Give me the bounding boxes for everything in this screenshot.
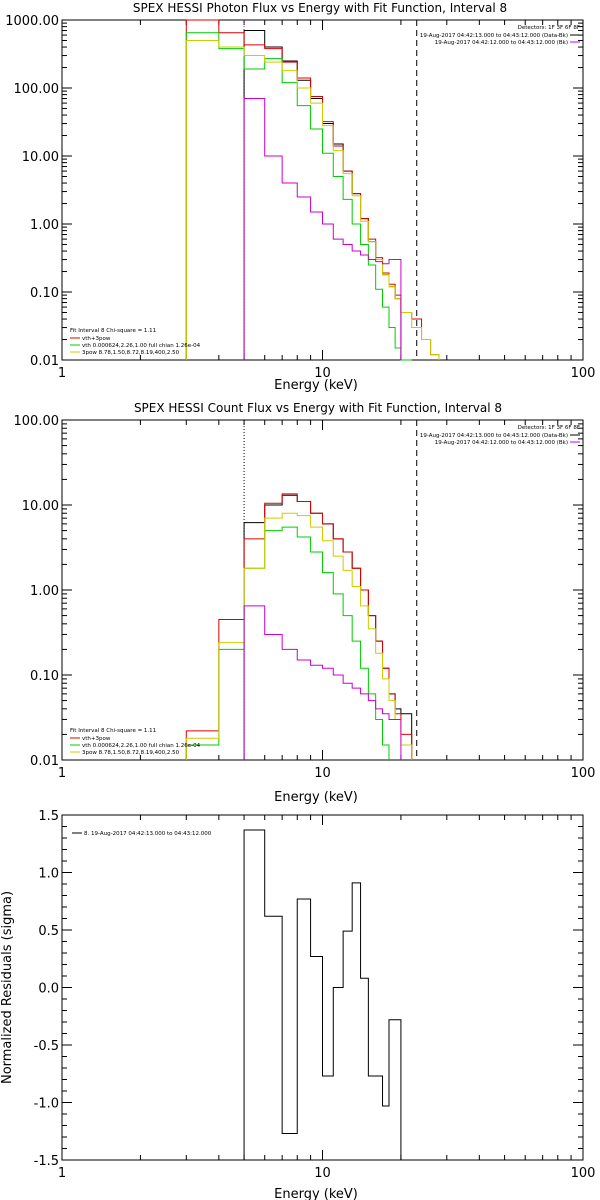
y-tick-label: 0.01 xyxy=(30,754,59,769)
series-step-line xyxy=(243,30,402,360)
y-tick-label: 1.00 xyxy=(30,584,59,599)
residuals-panel: Energy (keV) Normalized Residuals (sigma)… xyxy=(0,809,595,1200)
x-tick-label: 10 xyxy=(314,366,331,381)
legend-header: Fit Interval 8 Chi-square = 1.11 xyxy=(70,328,156,334)
y-tick-label: 100.00 xyxy=(14,82,60,97)
y-tick-label: 100.00 xyxy=(14,414,60,429)
x-axis-label: Energy (keV) xyxy=(274,1187,358,1200)
x-tick-label: 100 xyxy=(571,766,596,781)
chart-title: SPEX HESSI Photon Flux vs Energy with Fi… xyxy=(133,1,507,15)
series-step-line xyxy=(243,829,402,1160)
series-step-line xyxy=(243,494,413,760)
legend-entry: 19-Aug-2017 04:42:13.000 to 04:43:12.000… xyxy=(420,33,568,39)
y-tick-label: 1.5 xyxy=(38,809,59,824)
y-tick-label: 0.10 xyxy=(30,669,59,684)
legend-entry: 19-Aug-2017 04:42:13.000 to 04:43:12.000… xyxy=(420,433,568,439)
plot-frame xyxy=(61,19,584,361)
legend-entry: vth+3pow xyxy=(82,336,111,342)
series-step-line xyxy=(185,526,390,760)
legend-entry: vth 0.000624,2.26,1.00 full chian 1.26e-… xyxy=(82,743,201,749)
y-tick-label: 1.0 xyxy=(38,867,59,882)
y-tick-label: 0.5 xyxy=(38,924,59,939)
x-tick-label: 10 xyxy=(314,766,331,781)
series-step-line xyxy=(243,605,402,760)
series-step-line xyxy=(185,32,412,361)
x-axis-label: Energy (keV) xyxy=(274,378,358,393)
legend-header: Fit Interval 8 Chi-square = 1.11 xyxy=(70,728,156,734)
legend-header: Detectors: 1F 3F 6F 8F xyxy=(518,25,580,31)
y-tick-label: 0.10 xyxy=(30,286,59,301)
y-axis-label: Normalized Residuals (sigma) xyxy=(0,891,15,1084)
y-tick-label: 10.00 xyxy=(22,499,59,514)
chart-title: SPEX HESSI Count Flux vs Energy with Fit… xyxy=(134,401,502,415)
x-axis-label: Energy (keV) xyxy=(274,790,358,805)
x-tick-label: 100 xyxy=(571,1166,596,1181)
y-tick-label: 1000.00 xyxy=(5,14,59,29)
series-step-line xyxy=(243,98,402,360)
y-tick-label: 0.01 xyxy=(30,354,59,369)
y-tick-label: -0.5 xyxy=(34,1039,59,1054)
legend-entry: vth 0.000624,2.26,1.00 full chian 1.26e-… xyxy=(82,343,201,349)
photon-flux-panel: SPEX HESSI Photon Flux vs Energy with Fi… xyxy=(5,1,595,393)
x-tick-label: 100 xyxy=(571,366,596,381)
series-step-line xyxy=(185,512,413,760)
plot-frame xyxy=(61,419,584,761)
y-tick-label: 0.0 xyxy=(38,982,59,997)
series-step-line xyxy=(185,39,440,360)
y-tick-label: -1.0 xyxy=(34,1097,59,1112)
legend-entry: 3pow 8.78,1.50,8.72,8.19,400,2.50 xyxy=(82,750,180,756)
series-step-line xyxy=(185,493,413,760)
legend-header: Detectors: 1F 3F 6F 8F xyxy=(518,425,580,431)
y-tick-label: 10.00 xyxy=(22,150,59,165)
y-tick-label: -1.5 xyxy=(34,1154,59,1169)
x-tick-label: 1 xyxy=(58,766,66,781)
x-tick-label: 1 xyxy=(58,1166,66,1181)
x-tick-label: 10 xyxy=(314,1166,331,1181)
y-tick-label: 1.00 xyxy=(30,218,59,233)
x-tick-label: 1 xyxy=(58,366,66,381)
legend-entry: 19-Aug-2017 04:42:12.000 to 04:43:12.000… xyxy=(435,40,568,46)
legend-entry: 3pow 8.78,1.50,8.72,8.19,400,2.50 xyxy=(82,350,180,356)
legend-entry: 19-Aug-2017 04:42:12.000 to 04:43:12.000… xyxy=(435,440,568,446)
legend-entry: 8. 19-Aug-2017 04:42:13.000 to 04:43:12.… xyxy=(84,831,212,837)
count-flux-panel: SPEX HESSI Count Flux vs Energy with Fit… xyxy=(14,401,596,805)
legend-entry: vth+3pow xyxy=(82,736,111,742)
